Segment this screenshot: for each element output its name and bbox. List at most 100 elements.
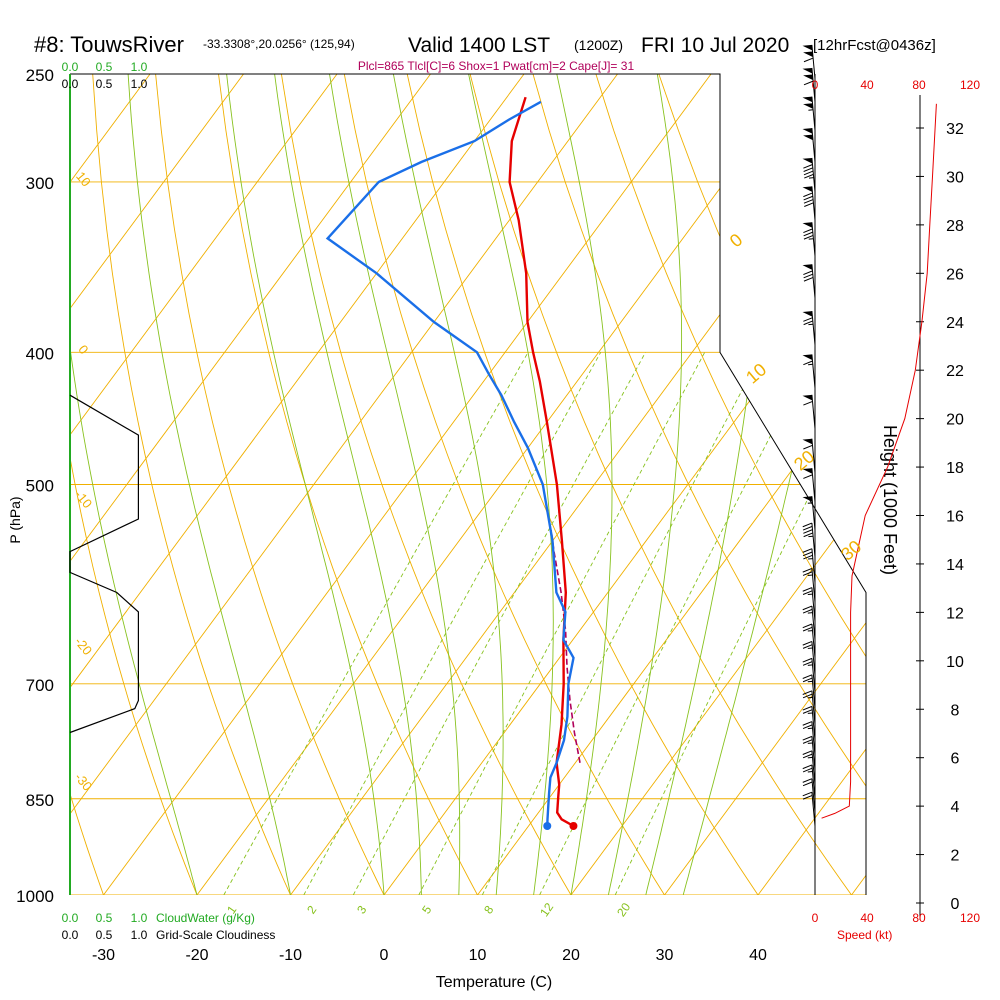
cloudiness-scale-bottom: 0.5 — [96, 928, 113, 942]
cloud-water-scale-bottom: 0.5 — [96, 911, 113, 925]
isotherm-label: -30 — [72, 770, 96, 794]
moist-adiabat — [556, 74, 613, 895]
chart-title-station: #8: TouwsRiver — [34, 32, 184, 57]
x-tick-label: 30 — [656, 947, 674, 964]
moist-adiabat — [226, 74, 385, 895]
x-axis-title: Temperature (C) — [436, 974, 552, 991]
wind-speed-profile — [821, 103, 937, 819]
wind-barb — [802, 496, 816, 531]
isotherm-label: -10 — [72, 487, 96, 511]
dry-adiabat — [218, 74, 478, 895]
height-tick-label: 24 — [946, 315, 964, 332]
height-tick-label: 2 — [951, 848, 960, 865]
mixing-ratio-label: 20 — [614, 900, 633, 919]
moist-adiabat — [127, 74, 291, 895]
isotherm-label: -20 — [72, 634, 96, 658]
height-tick-label: 18 — [946, 460, 964, 477]
speed-tick-top: 120 — [960, 78, 980, 92]
wind-barb — [802, 587, 816, 622]
wind-barb — [802, 764, 816, 799]
height-tick-label: 30 — [946, 169, 964, 186]
wind-barb — [802, 548, 816, 583]
wind-barb — [802, 186, 816, 221]
x-tick-label: -10 — [279, 947, 302, 964]
theta-label: 30 — [837, 536, 865, 564]
mixing-ratio-line — [539, 352, 814, 895]
height-tick-label: 12 — [946, 605, 964, 622]
height-tick-label: 8 — [951, 702, 960, 719]
mixing-ratio-line — [614, 352, 866, 895]
wind-barb — [802, 311, 816, 345]
x-tick-label: 0 — [380, 947, 389, 964]
cloudiness-scale-bottom: 0.0 — [62, 928, 79, 942]
height-tick-label: 26 — [946, 266, 964, 283]
y-axis-title: P (hPa) — [7, 496, 23, 543]
pressure-tick-label: 850 — [26, 791, 54, 810]
temperature-trace — [508, 96, 575, 828]
wind-barb — [802, 522, 816, 557]
speed-tick-bottom: 120 — [960, 911, 980, 925]
height-tick-label: 0 — [951, 896, 960, 913]
dry-adiabat — [973, 74, 1000, 895]
isotherm-line — [70, 74, 244, 895]
dry-adiabat — [155, 74, 385, 895]
moist-adiabat — [392, 74, 504, 895]
wind-barb — [802, 394, 816, 429]
pressure-tick-label: 400 — [26, 344, 54, 363]
height-tick-label: 22 — [946, 363, 964, 380]
isotherm-line — [664, 74, 866, 895]
wind-barb — [802, 778, 816, 813]
wind-barb — [802, 690, 816, 725]
mixing-ratio-label: 12 — [537, 900, 556, 919]
isotherm-line — [196, 74, 805, 895]
wind-barb — [802, 674, 816, 709]
x-tick-label: 10 — [469, 947, 487, 964]
height-axis-title: Height (1000 Feet) — [880, 425, 900, 575]
theta-label: 10 — [742, 359, 770, 387]
wind-barb — [802, 657, 816, 693]
speed-tick-top: 80 — [912, 78, 926, 92]
wind-barb — [802, 438, 816, 473]
wind-barb — [802, 96, 816, 131]
dry-adiabat — [70, 74, 198, 895]
theta-label: 20 — [790, 446, 818, 474]
wind-barb — [802, 735, 816, 771]
wind-barb — [802, 705, 816, 741]
pressure-tick-label: 250 — [26, 66, 54, 85]
mixing-ratio-label: 8 — [481, 903, 496, 917]
x-tick-label: -30 — [92, 947, 115, 964]
moist-adiabat — [329, 74, 461, 895]
wind-barb — [802, 721, 816, 756]
chart-subtitle: Plcl=865 Tlcl[C]=6 Shox=1 Pwat[cm]=2 Cap… — [358, 59, 635, 73]
x-tick-label: -20 — [185, 947, 208, 964]
pressure-tick-label: 300 — [26, 174, 54, 193]
wind-barb — [802, 222, 816, 257]
isotherm-line — [70, 74, 431, 895]
speed-tick-bottom: 0 — [812, 911, 819, 925]
dry-adiabat — [469, 74, 852, 895]
wind-barb — [802, 44, 816, 79]
mixing-ratio-line — [481, 352, 763, 895]
speed-tick-bottom: 40 — [860, 911, 874, 925]
wind-barb — [802, 128, 816, 162]
chart-title-valid: Valid 1400 LST — [408, 34, 550, 57]
thermo-grid — [70, 74, 1000, 895]
dry-adiabat — [406, 74, 759, 895]
dry-adiabat — [846, 74, 866, 895]
wind-barb — [802, 791, 816, 827]
dry-adiabat — [910, 74, 1000, 895]
cloud-water-scale-bottom: 0.0 — [62, 911, 79, 925]
dry-adiabat — [70, 74, 104, 895]
cloudiness-scale-bottom: 1.0 — [131, 928, 148, 942]
wind-barb — [802, 750, 816, 785]
cloudiness-scale-top: 0.0 — [62, 77, 79, 91]
dry-adiabat — [595, 74, 866, 895]
mixing-ratio-label: 3 — [354, 903, 369, 917]
wind-barb — [802, 640, 816, 676]
speed-tick-top: 0 — [812, 78, 819, 92]
pressure-tick-label: 700 — [26, 676, 54, 695]
wind-barb — [802, 157, 816, 192]
chart-title-zulu: (1200Z) — [574, 37, 623, 53]
mixing-ratio-line — [223, 352, 529, 895]
isotherm-label: 10 — [73, 169, 94, 190]
